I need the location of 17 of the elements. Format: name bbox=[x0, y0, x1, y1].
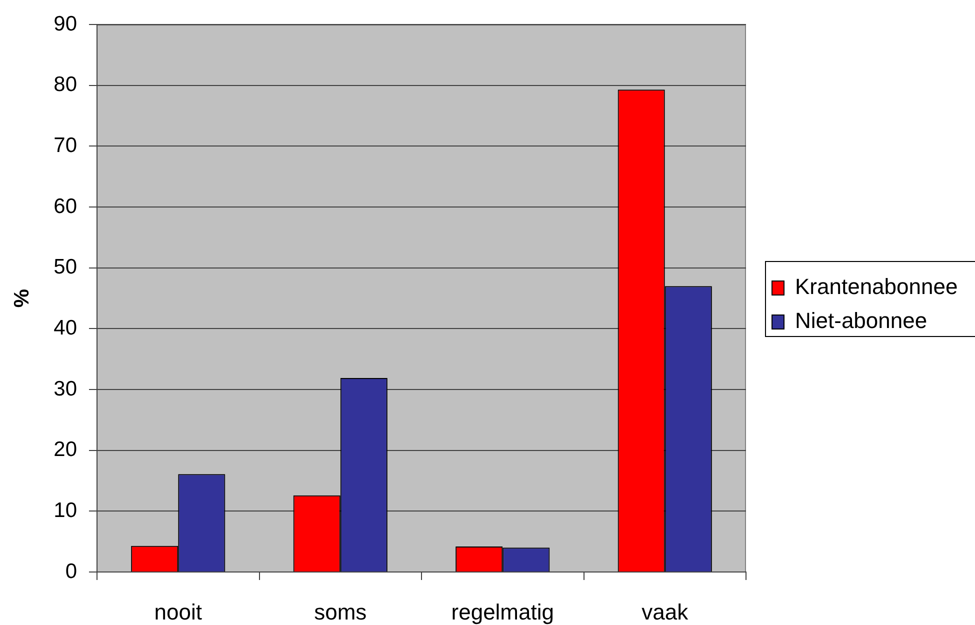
y-tick-label: 20 bbox=[54, 438, 77, 462]
legend-label: Niet-abonnee bbox=[795, 308, 928, 334]
x-tick-label: nooit bbox=[154, 599, 202, 624]
y-axis-title: % bbox=[10, 288, 34, 308]
y-tick-label: 40 bbox=[54, 316, 77, 340]
y-tick-label: 30 bbox=[54, 377, 77, 400]
y-tick-label: 70 bbox=[54, 134, 77, 158]
legend-label: Krantenabonnee bbox=[795, 274, 958, 300]
x-tick-label: vaak bbox=[642, 599, 690, 624]
y-tick-label: 60 bbox=[54, 194, 77, 218]
y-tick-label: 0 bbox=[65, 560, 77, 583]
x-tick-label: regelmatig bbox=[451, 599, 554, 624]
x-tick-label: soms bbox=[314, 599, 367, 624]
y-tick-label: 10 bbox=[54, 498, 77, 522]
y-tick-label: 50 bbox=[54, 256, 77, 279]
y-tick-label: 90 bbox=[54, 12, 77, 36]
y-tick-label: 80 bbox=[54, 73, 77, 96]
